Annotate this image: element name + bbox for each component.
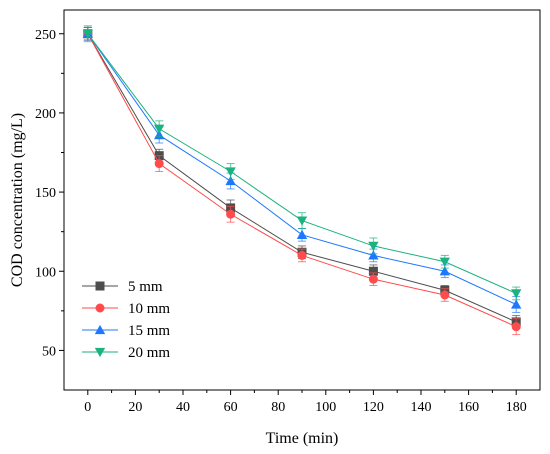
series-layer xyxy=(82,25,522,336)
data-point xyxy=(82,29,93,39)
data-point xyxy=(225,167,236,177)
y-tick-label: 150 xyxy=(35,186,56,201)
data-point xyxy=(296,216,308,226)
legend-marker xyxy=(94,324,106,335)
legend-item: 20 mm xyxy=(82,345,170,361)
data-point xyxy=(439,266,450,276)
x-tick-label: 60 xyxy=(224,400,238,415)
data-point xyxy=(154,124,165,134)
x-tick-label: 140 xyxy=(411,400,432,415)
x-axis-ticks: 0 20 40 60 80 100 120 140 160 180 xyxy=(84,390,527,415)
data-point xyxy=(368,250,379,260)
data-point xyxy=(368,241,379,252)
data-point xyxy=(368,274,378,284)
legend-label: 10 mm xyxy=(128,301,170,317)
x-axis-title: Time (min) xyxy=(266,430,339,447)
legend-item: 5 mm xyxy=(82,279,163,295)
data-point xyxy=(226,209,236,219)
data-point xyxy=(296,229,308,239)
legend-label: 20 mm xyxy=(128,345,170,361)
legend-label: 5 mm xyxy=(128,279,163,295)
x-tick-label: 180 xyxy=(506,400,527,415)
data-point xyxy=(154,159,164,169)
y-tick-label: 50 xyxy=(42,344,56,359)
legend-marker xyxy=(94,347,106,358)
legend-item: 15 mm xyxy=(82,323,170,339)
y-tick-label: 250 xyxy=(35,28,56,43)
series-line xyxy=(87,33,517,305)
data-point xyxy=(297,250,307,260)
legend-marker xyxy=(95,281,105,291)
series-15-mm xyxy=(82,26,522,313)
data-point xyxy=(511,299,522,309)
x-tick-label: 80 xyxy=(271,400,285,415)
data-point xyxy=(511,289,522,299)
data-point xyxy=(368,266,378,276)
data-point xyxy=(511,322,521,332)
x-tick-label: 160 xyxy=(458,400,479,415)
legend-marker xyxy=(95,303,105,313)
x-tick-label: 0 xyxy=(84,400,91,415)
legend-label: 15 mm xyxy=(128,323,170,339)
y-tick-label: 100 xyxy=(35,265,56,280)
x-tick-label: 120 xyxy=(363,400,384,415)
data-point xyxy=(439,257,450,267)
legend-item: 10 mm xyxy=(82,301,170,317)
data-point xyxy=(440,290,450,300)
x-tick-label: 40 xyxy=(176,400,190,415)
legend: 5 mm 10 mm 15 mm 20 mm xyxy=(82,279,170,361)
data-point xyxy=(225,175,236,186)
series-20-mm xyxy=(82,25,522,301)
y-axis-title: COD concentration (mg/L) xyxy=(9,113,26,287)
x-tick-label: 20 xyxy=(128,400,142,415)
y-tick-label: 200 xyxy=(35,107,56,122)
x-tick-label: 100 xyxy=(315,400,336,415)
y-axis-ticks: 50 100 150 200 250 xyxy=(35,28,64,359)
